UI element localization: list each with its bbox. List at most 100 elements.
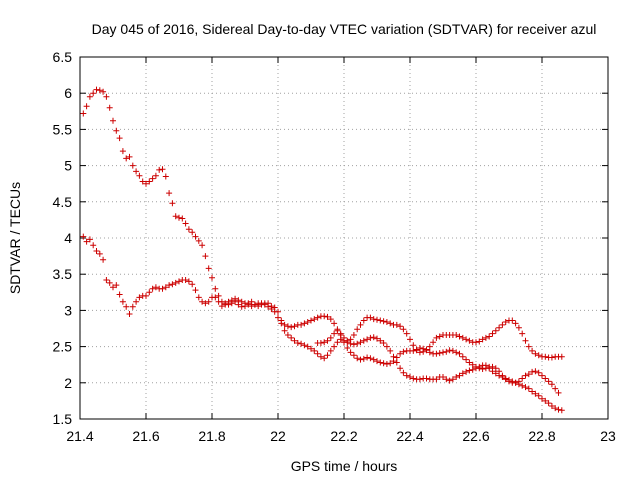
y-tick-label: 3.5 [53, 266, 73, 282]
data-point [205, 265, 212, 272]
data-point [304, 343, 311, 350]
data-point [370, 356, 377, 363]
data-point [162, 284, 169, 291]
data-point [466, 337, 473, 344]
data-point [397, 350, 404, 357]
data-point [374, 316, 380, 323]
data-point [502, 375, 509, 382]
data-point [298, 340, 305, 347]
x-tick-label: 21.4 [66, 428, 93, 444]
data-point [558, 353, 565, 360]
data-point [143, 180, 149, 187]
data-point [199, 242, 206, 249]
data-point [110, 284, 116, 291]
data-point [383, 319, 390, 325]
data-point [436, 333, 443, 340]
data-point [189, 281, 196, 288]
data-point [509, 317, 516, 324]
data-point [410, 342, 417, 349]
data-point [552, 385, 559, 392]
data-point [367, 334, 374, 341]
data-point [317, 353, 324, 360]
data-point [426, 343, 433, 350]
data-point [377, 359, 384, 366]
data-point [156, 166, 163, 173]
data-point [400, 326, 407, 333]
data-point [360, 317, 367, 324]
chart-title: Day 045 of 2016, Sidereal Day-to-day VTE… [92, 21, 597, 37]
data-point [331, 330, 338, 337]
data-point [403, 330, 410, 337]
data-point [542, 375, 549, 382]
data-point [463, 356, 470, 363]
data-point [430, 339, 437, 346]
data-point [185, 278, 192, 285]
y-tick-label: 3 [64, 302, 72, 318]
data-point [473, 363, 479, 370]
data-point [331, 320, 338, 327]
data-point [364, 354, 371, 361]
data-point [506, 376, 512, 383]
y-tick-label: 2.5 [53, 339, 73, 355]
data-point [482, 365, 489, 372]
data-point [96, 250, 103, 257]
data-point [387, 320, 394, 327]
data-point [492, 365, 499, 372]
data-point [407, 336, 413, 343]
data-point [479, 336, 486, 343]
data-point [212, 294, 219, 301]
data-point [532, 350, 539, 357]
data-point [169, 200, 176, 207]
data-point [548, 354, 555, 361]
data-point [410, 375, 417, 382]
data-point [288, 324, 295, 331]
data-point [321, 355, 328, 362]
data-point [360, 337, 367, 344]
data-point [133, 168, 140, 175]
data-point [449, 376, 456, 383]
data-point [397, 323, 404, 330]
data-point [143, 292, 149, 299]
data-point [555, 389, 562, 396]
data-point [443, 348, 450, 355]
data-point [284, 323, 291, 330]
data-point [473, 339, 479, 346]
data-point [275, 308, 281, 315]
data-point [360, 355, 367, 362]
data-point [242, 300, 248, 307]
data-point [519, 375, 526, 382]
data-point [426, 349, 433, 356]
data-point [83, 238, 90, 245]
data-point [100, 256, 107, 263]
data-point [433, 350, 440, 357]
data-point [321, 339, 328, 346]
data-point [185, 226, 192, 233]
data-point [545, 400, 552, 407]
data-point [136, 172, 143, 179]
y-tick-label: 5.5 [53, 121, 73, 137]
data-point [492, 327, 499, 334]
data-point [288, 334, 295, 341]
data-point [176, 214, 182, 221]
data-point [489, 330, 496, 337]
data-point [383, 343, 390, 350]
x-tick-label: 22.6 [462, 428, 489, 444]
data-point [228, 297, 235, 304]
data-points [80, 86, 565, 414]
y-tick-label: 4 [64, 230, 72, 246]
data-point [535, 352, 542, 359]
data-point [139, 178, 146, 185]
data-point [380, 318, 387, 325]
data-point [463, 368, 470, 375]
data-point [311, 347, 318, 354]
data-point [215, 298, 222, 305]
data-point [466, 367, 473, 374]
data-point [166, 282, 173, 289]
data-point [245, 301, 252, 308]
data-point [123, 303, 130, 310]
data-point [393, 354, 400, 361]
data-point [90, 90, 97, 97]
data-point [205, 298, 212, 305]
y-tick-label: 2 [64, 375, 72, 391]
data-point [512, 379, 519, 386]
